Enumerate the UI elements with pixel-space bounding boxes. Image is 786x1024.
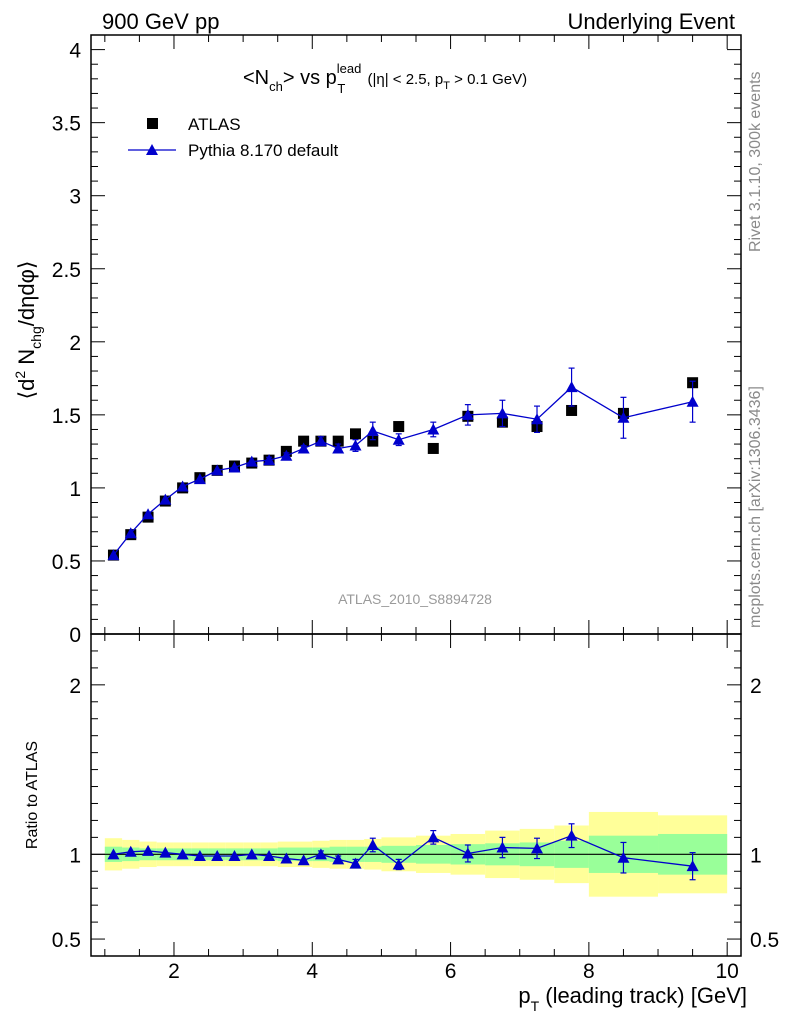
- ratio-pythia-point: [245, 848, 258, 860]
- main-y-tick-label: 1: [69, 478, 81, 501]
- atlas-point: [332, 435, 344, 447]
- ratio-pythia-point: [392, 858, 405, 870]
- main-y-tick-label: 0.5: [52, 551, 81, 574]
- ratio-y-tick-label-left: 2: [69, 675, 81, 698]
- pythia-line: [112, 386, 693, 556]
- x-axis-label: pT (leading track) [GeV]: [518, 983, 747, 1014]
- pythia-point: [211, 464, 224, 476]
- pythia-point: [107, 549, 120, 561]
- header-left: 900 GeV pp: [102, 9, 219, 34]
- legend-atlas-marker: [147, 118, 158, 129]
- ratio-pythia-point: [107, 848, 120, 860]
- legend-pythia-marker: [146, 144, 158, 155]
- pythia-point: [280, 449, 293, 461]
- main-y-tick-label: 4: [69, 40, 81, 63]
- ratio-pythia-point: [211, 850, 224, 862]
- ratio-panel-frame: [90, 633, 742, 957]
- pythia-point: [332, 442, 345, 454]
- legend: ATLAS Pythia 8.170 default: [128, 115, 339, 160]
- ratio-pythia-point: [176, 848, 189, 860]
- main-y-tick-label: 2.5: [52, 259, 81, 282]
- pythia-point: [263, 454, 276, 466]
- x-tick-label: 2: [168, 960, 180, 983]
- pythia-point: [496, 407, 509, 419]
- atlas-point: [427, 442, 439, 454]
- ratio-pythia-point: [565, 829, 578, 841]
- pythia-point: [176, 480, 189, 492]
- ratio-pythia-point: [617, 851, 630, 863]
- ratio-y-tick-label-left: 1: [69, 844, 81, 867]
- ratio-pythia-point: [332, 853, 345, 865]
- main-y-tick-label: 3.5: [52, 113, 81, 136]
- ratio-y-tick-label-right: 0.5: [750, 929, 779, 952]
- atlas-point: [393, 421, 405, 433]
- data-marks: [107, 367, 699, 881]
- main-y-tick-label: 2: [69, 332, 81, 355]
- legend-pythia-label: Pythia 8.170 default: [188, 141, 339, 160]
- ratio-pythia-point: [263, 850, 276, 862]
- ratio-pythia-point: [124, 845, 137, 857]
- ratio-pythia-point: [228, 850, 241, 862]
- pythia-point: [565, 381, 578, 393]
- atlas-point: [349, 428, 361, 440]
- pythia-point: [461, 408, 474, 420]
- pythia-point: [142, 508, 155, 520]
- pythia-point: [617, 411, 630, 423]
- pythia-point: [159, 493, 172, 505]
- pythia-point: [314, 435, 327, 447]
- atlas-point: [566, 404, 578, 416]
- rivet-version-label: Rivet 3.1.10, 300k events: [747, 71, 764, 252]
- axes: 2 4 6 8 10 0 0.5 1 1.5 2 2.5 3 3.5 4 0.5 0.5 1 1 2 2: [52, 34, 779, 983]
- analysis-label: ATLAS_2010_S8894728: [338, 591, 492, 607]
- x-tick-label: 8: [583, 960, 595, 983]
- ratio-y-tick-label-right: 2: [750, 675, 762, 698]
- ratio-pythia-point: [427, 831, 440, 843]
- main-ylabel: ⟨d2 Nchg/dηdφ⟩: [12, 261, 44, 400]
- x-tick-label: 10: [715, 960, 738, 983]
- ratio-pythia-point: [297, 854, 310, 866]
- x-tick-label: 4: [306, 960, 318, 983]
- ratio-pythia-point: [159, 846, 172, 858]
- ratio-pythia-point: [193, 850, 206, 862]
- pythia-point: [297, 442, 310, 454]
- pythia-point: [531, 413, 544, 425]
- ratio-pythia-point: [142, 844, 155, 856]
- ratio-y-tick-label-right: 1: [750, 844, 762, 867]
- ratio-pythia-point: [280, 852, 293, 864]
- pythia-point: [392, 433, 405, 445]
- atlas-point: [367, 435, 379, 447]
- x-tick-label: 6: [445, 960, 457, 983]
- mcplots-label: mcplots.cern.ch [arXiv:1306.3436]: [747, 386, 764, 628]
- ratio-ylabel: Ratio to ATLAS: [24, 741, 41, 849]
- pythia-point: [124, 527, 137, 539]
- ratio-y-tick-label-left: 0.5: [52, 929, 81, 952]
- pythia-point: [349, 439, 362, 451]
- ratio-pythia-point: [686, 860, 699, 872]
- ratio-pythia-point: [366, 838, 379, 850]
- main-y-tick-label: 3: [69, 186, 81, 209]
- ratio-pythia-point: [349, 857, 362, 869]
- ratio-pythia-point: [461, 847, 474, 859]
- ratio-pythia-point: [496, 841, 509, 853]
- ratio-pythia-point: [531, 842, 544, 854]
- atlas-point: [298, 435, 310, 447]
- pythia-point: [686, 395, 699, 407]
- main-title: <Nch> vs plead T (|η| < 2.5, pT > 0.1 GeV…: [243, 61, 527, 96]
- pythia-point: [193, 473, 206, 485]
- pythia-point: [228, 461, 241, 473]
- pythia-point: [245, 455, 258, 467]
- ratio-pythia-point: [314, 848, 327, 860]
- main-y-tick-label: 0: [69, 624, 81, 647]
- pythia-point: [366, 424, 379, 436]
- header-right: Underlying Event: [567, 9, 735, 34]
- legend-atlas-label: ATLAS: [188, 115, 241, 134]
- main-y-tick-label: 1.5: [52, 405, 81, 428]
- pythia-point: [427, 423, 440, 435]
